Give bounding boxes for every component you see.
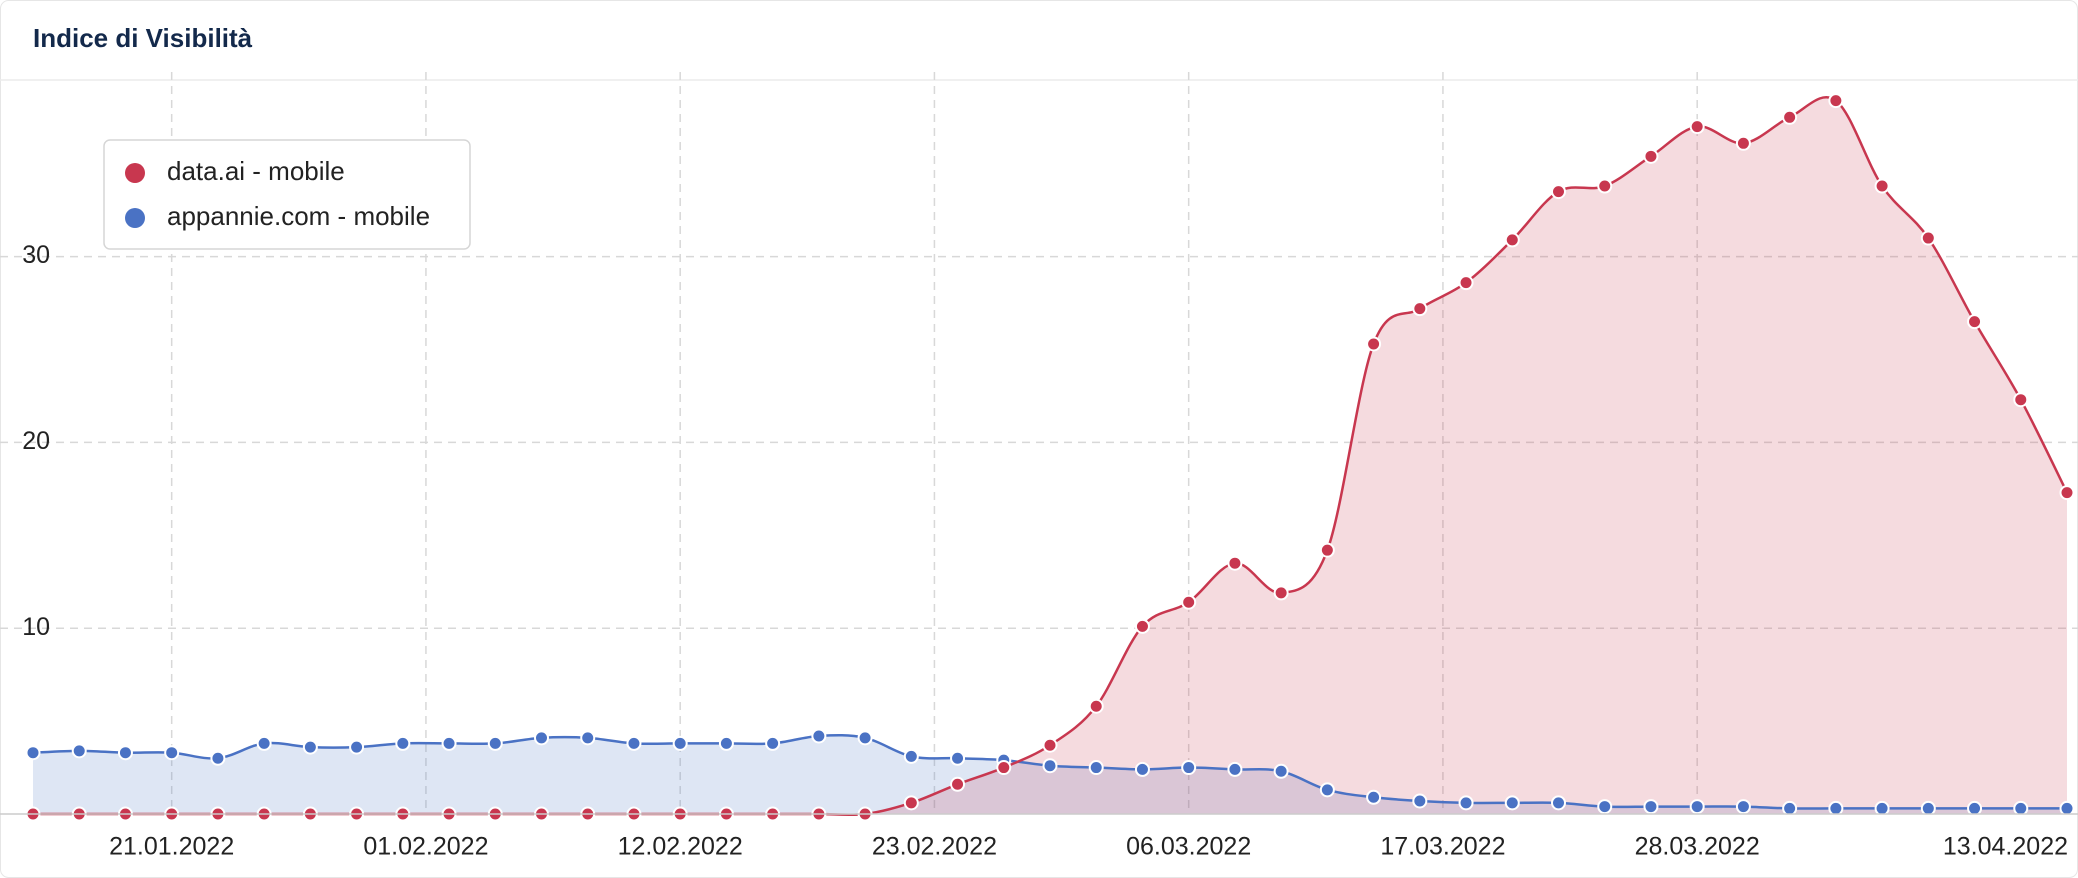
data-point: [1920, 800, 1936, 816]
x-tick-label: 06.03.2022: [1126, 833, 1251, 861]
data-point: [441, 735, 457, 751]
data-point: [1134, 761, 1150, 777]
data-point: [1597, 178, 1613, 194]
data-point: [1504, 795, 1520, 811]
chart-title: Indice di Visibilità: [33, 23, 253, 53]
data-point: [1134, 618, 1150, 634]
data-point: [950, 776, 966, 792]
legend-box: [103, 139, 471, 250]
data-point: [2013, 392, 2029, 408]
data-point: [1412, 301, 1428, 317]
data-point: [1874, 178, 1890, 194]
data-point: [1920, 230, 1936, 246]
data-point: [1042, 737, 1058, 753]
data-point: [487, 735, 503, 751]
x-tick-label: 13.04.2022: [1943, 833, 2068, 861]
data-point: [1735, 799, 1751, 815]
data-point: [950, 750, 966, 766]
data-point: [2059, 485, 2075, 501]
x-tick-label: 01.02.2022: [363, 833, 488, 861]
series-area: [33, 735, 2067, 814]
data-point: [2059, 800, 2075, 816]
y-tick-label: 20: [22, 427, 50, 455]
data-point: [1689, 119, 1705, 135]
data-point: [256, 735, 272, 751]
data-point: [1967, 800, 1983, 816]
legend-label: appannie.com - mobile: [167, 201, 430, 231]
data-point: [1782, 800, 1798, 816]
data-point: [71, 743, 87, 759]
data-point: [1181, 760, 1197, 776]
x-tick-label: 17.03.2022: [1380, 833, 1505, 861]
data-point: [996, 760, 1012, 776]
legend-label: data.ai - mobile: [167, 156, 345, 186]
y-tick-label: 10: [22, 613, 50, 641]
data-point: [1088, 760, 1104, 776]
data-point: [1181, 594, 1197, 610]
data-point: [117, 745, 133, 761]
data-point: [1273, 763, 1289, 779]
data-point: [1643, 799, 1659, 815]
legend-marker: [125, 163, 145, 183]
data-point: [580, 730, 596, 746]
data-point: [903, 795, 919, 811]
data-point: [395, 735, 411, 751]
y-tick-label: 30: [22, 241, 50, 269]
x-tick-label: 21.01.2022: [109, 833, 234, 861]
data-point: [1412, 793, 1428, 809]
data-point: [626, 735, 642, 751]
data-point: [765, 735, 781, 751]
data-point: [1643, 148, 1659, 164]
data-point: [1088, 698, 1104, 714]
data-point: [2013, 800, 2029, 816]
data-point: [1967, 314, 1983, 330]
x-tick-label: 23.02.2022: [872, 833, 997, 861]
data-point: [1458, 275, 1474, 291]
data-point: [1319, 782, 1335, 798]
data-point: [718, 735, 734, 751]
data-point: [1735, 135, 1751, 151]
data-point: [1042, 758, 1058, 774]
data-point: [1319, 542, 1335, 558]
data-point: [857, 730, 873, 746]
series-area: [33, 97, 2067, 815]
data-point: [1458, 795, 1474, 811]
data-point: [1227, 761, 1243, 777]
data-point: [1273, 585, 1289, 601]
data-point: [1366, 336, 1382, 352]
data-point: [811, 728, 827, 744]
data-point: [1551, 184, 1566, 200]
data-point: [349, 739, 365, 755]
data-point: [1828, 93, 1844, 109]
data-point: [1597, 799, 1613, 815]
data-point: [302, 739, 318, 755]
data-point: [1227, 555, 1243, 571]
data-point: [25, 745, 41, 761]
x-tick-label: 28.03.2022: [1635, 833, 1760, 861]
data-point: [1689, 799, 1705, 815]
data-point: [1874, 800, 1890, 816]
data-point: [1366, 789, 1382, 805]
data-point: [534, 730, 549, 746]
data-point: [1828, 800, 1844, 816]
data-point: [1551, 795, 1566, 811]
x-tick-label: 12.02.2022: [618, 833, 743, 861]
data-point: [1504, 232, 1520, 248]
data-point: [164, 745, 180, 761]
data-point: [210, 750, 226, 766]
data-point: [672, 735, 688, 751]
data-point: [903, 748, 919, 764]
legend-marker: [125, 208, 145, 228]
data-point: [1782, 109, 1798, 125]
